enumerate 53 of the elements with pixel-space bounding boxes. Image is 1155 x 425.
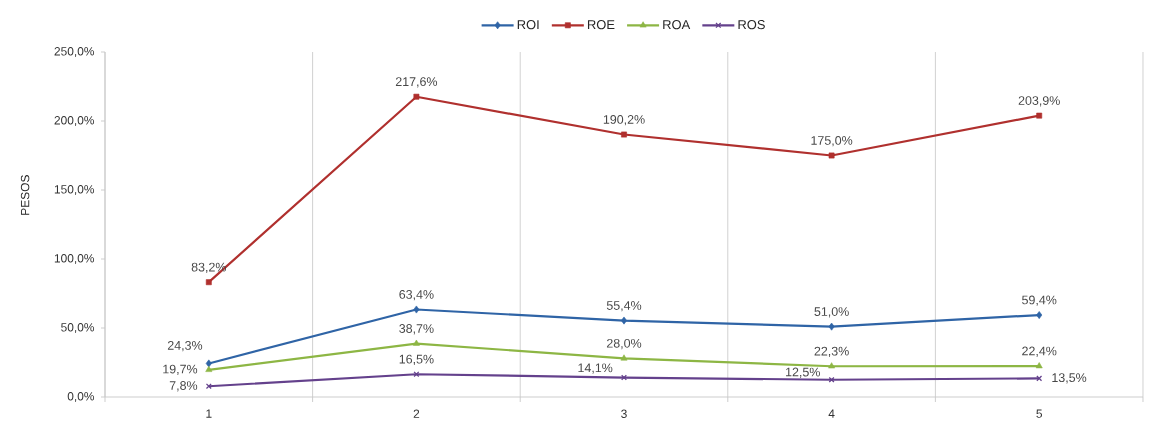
point (205, 365, 213, 372)
data-label: 55,4% (606, 301, 642, 312)
y-tick-label: 150,0% (54, 185, 95, 195)
data-label: 38,7% (399, 324, 434, 335)
point (621, 131, 627, 138)
x-tick-label: 2 (413, 409, 420, 418)
data-label: 28,0% (606, 338, 642, 350)
x-tick-label: 1 (206, 409, 212, 418)
data-label: 22,3% (814, 346, 849, 358)
x-tick-label: 5 (1036, 409, 1043, 418)
legend-label: ROS (738, 20, 765, 30)
y-tick-label: 0,0% (67, 392, 95, 402)
point (620, 354, 628, 361)
y-axis-title: PESOS (20, 175, 30, 215)
data-label: 7,8% (169, 381, 198, 392)
legend-label: ROE (587, 20, 615, 30)
point (828, 362, 836, 369)
point (828, 152, 835, 159)
data-label: 22,4% (1022, 346, 1057, 357)
y-tick-label: 50,0% (61, 323, 95, 333)
point (1036, 311, 1043, 319)
data-label: 217,6% (395, 77, 438, 88)
data-label: 24,3% (167, 340, 203, 352)
data-label: 63,4% (399, 290, 434, 301)
point (413, 371, 420, 378)
legend-label: ROI (517, 20, 539, 30)
point (412, 339, 420, 346)
data-label: 203,9% (1018, 96, 1060, 107)
data-label: 51,0% (814, 307, 849, 318)
point (828, 376, 835, 383)
data-label: 14,1% (578, 363, 613, 374)
data-label: 12,5% (786, 367, 820, 378)
y-tick-label: 250,0% (54, 47, 95, 57)
point (413, 305, 420, 314)
data-label: 190,2% (603, 115, 645, 126)
data-label: 83,2% (191, 262, 227, 273)
point (828, 322, 835, 331)
data-label: 16,5% (399, 354, 434, 366)
y-tick-label: 100,0% (54, 254, 95, 264)
data-label: 59,4% (1022, 295, 1057, 306)
point (205, 359, 212, 368)
point (1035, 362, 1043, 369)
point (1036, 112, 1043, 119)
data-label: 175,0% (811, 136, 853, 147)
data-label: 13,5% (1052, 373, 1087, 384)
data-label: 19,7% (163, 364, 198, 375)
point (621, 374, 627, 381)
point (413, 93, 420, 100)
y-tick-label: 200,0% (54, 116, 95, 126)
point (205, 279, 212, 286)
x-tick-label: 3 (621, 409, 627, 418)
legend-label: ROA (663, 20, 691, 30)
x-tick-label: 4 (828, 409, 835, 418)
